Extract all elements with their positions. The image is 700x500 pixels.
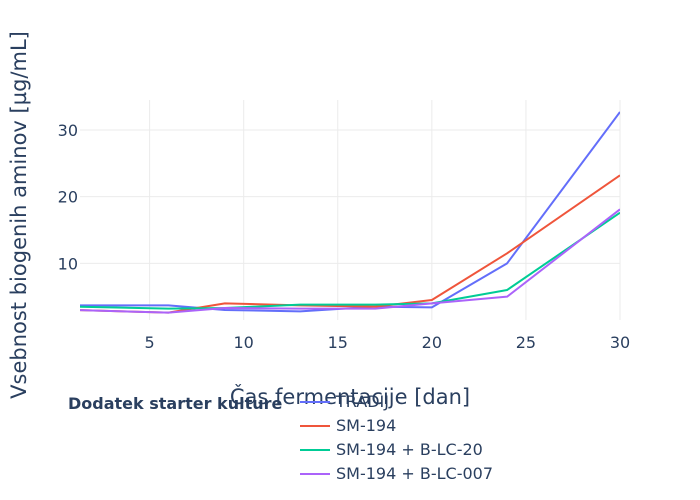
x-tick-label: 25	[516, 333, 536, 352]
legend-label: SM-194 + B-LC-007	[336, 464, 493, 483]
series-line-4	[80, 208, 620, 314]
series-line-2	[80, 174, 620, 314]
legend: Dodatek starter kulture TRADIJ SM-194 SM-1…	[68, 392, 493, 483]
series-line-3	[80, 211, 620, 310]
legend-title: Dodatek starter kulture	[68, 394, 283, 413]
y-axis-title: Vsebnost biogenih aminov [µg/mL]	[7, 31, 31, 399]
plot-area	[80, 111, 620, 314]
legend-label: TRADIJ	[335, 392, 389, 411]
x-tick-label: 20	[422, 333, 442, 352]
tick-labels: 5 10 15 20 25 30 10 20 30	[58, 121, 631, 352]
x-axis-title: Čas fermentacije [dan]	[230, 384, 470, 409]
y-tick-label: 10	[58, 254, 78, 273]
legend-item-2[interactable]: SM-194	[300, 416, 396, 435]
y-tick-label: 20	[58, 188, 78, 207]
x-tick-label: 30	[610, 333, 630, 352]
legend-item-1[interactable]: TRADIJ	[300, 392, 389, 411]
x-tick-label: 15	[328, 333, 348, 352]
x-tick-label: 5	[145, 333, 155, 352]
legend-item-4[interactable]: SM-194 + B-LC-007	[300, 464, 493, 483]
x-tick-label: 10	[234, 333, 254, 352]
legend-label: SM-194	[336, 416, 396, 435]
legend-item-3[interactable]: SM-194 + B-LC-20	[300, 440, 483, 459]
y-tick-label: 30	[58, 121, 78, 140]
gridlines	[80, 100, 621, 320]
legend-label: SM-194 + B-LC-20	[336, 440, 483, 459]
series-line-1	[80, 111, 620, 313]
